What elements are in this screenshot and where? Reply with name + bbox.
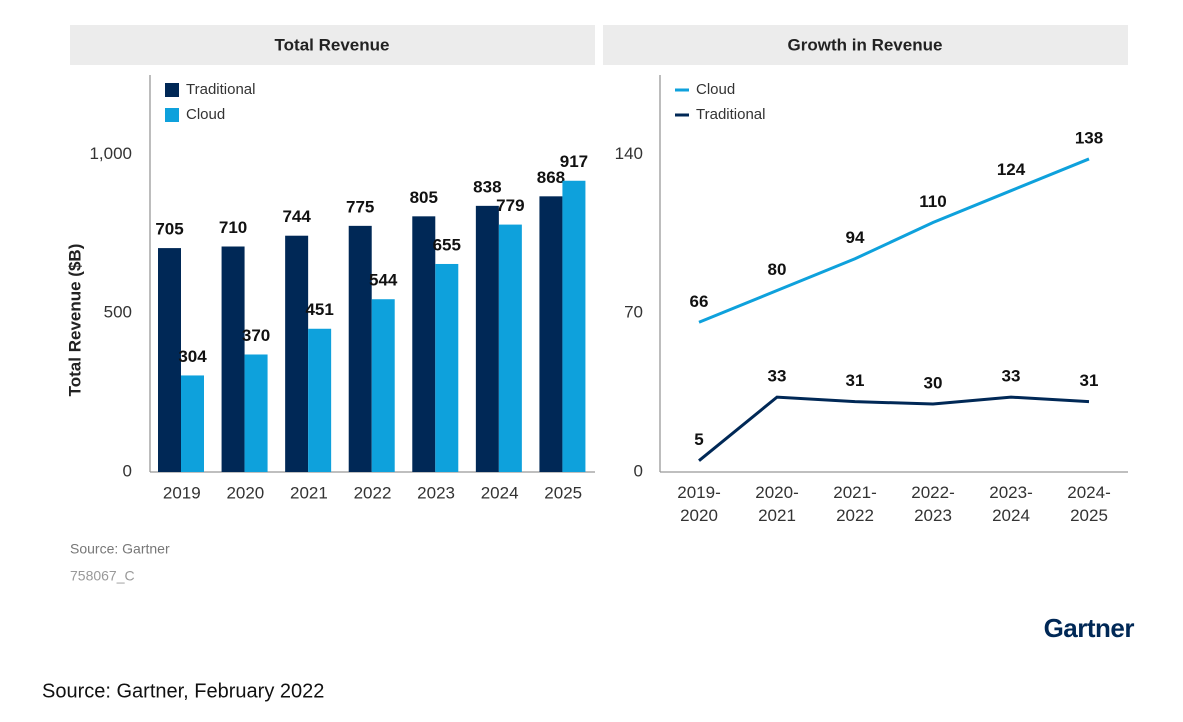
y-tick-label: 500 <box>104 303 132 322</box>
bar <box>348 225 372 472</box>
x-tick-label: 2020-2021 <box>755 483 798 525</box>
bar <box>475 205 499 472</box>
value-label: 775 <box>346 197 374 216</box>
y-axis-label: Total Revenue ($B) <box>65 244 84 397</box>
bar <box>308 328 332 472</box>
y-tick-label: 70 <box>624 303 643 322</box>
value-label: 124 <box>997 160 1026 179</box>
line <box>698 157 1090 324</box>
x-tick-label: 2020 <box>226 483 264 502</box>
value-label: 33 <box>768 367 787 386</box>
value-label: 710 <box>219 218 247 237</box>
value-label: 304 <box>178 347 207 366</box>
header-bar <box>603 25 1128 65</box>
bar <box>244 354 268 472</box>
value-label: 544 <box>369 271 398 290</box>
value-label: 370 <box>242 326 270 345</box>
chart-title: Growth in Revenue <box>788 35 943 54</box>
bar <box>221 246 245 472</box>
value-label: 31 <box>1080 371 1099 390</box>
x-tick-label: 2019-2020 <box>677 483 720 525</box>
y-tick-label: 1,000 <box>89 144 132 163</box>
chart-title: Total Revenue <box>275 35 390 54</box>
value-label: 80 <box>768 260 787 279</box>
value-label: 451 <box>305 300 333 319</box>
x-tick-label: 2021 <box>290 483 328 502</box>
bar <box>158 248 181 472</box>
bar <box>562 180 586 472</box>
x-tick-label: 2023-2024 <box>989 483 1032 525</box>
value-label: 917 <box>560 152 588 171</box>
value-label: 744 <box>282 207 311 226</box>
value-label: 66 <box>690 292 709 311</box>
value-label: 138 <box>1075 128 1103 147</box>
value-label: 30 <box>924 373 943 392</box>
bar <box>285 235 309 472</box>
value-label: 110 <box>919 192 946 211</box>
x-tick-label: 2025 <box>544 483 582 502</box>
bar <box>412 216 436 472</box>
legend-label: Cloud <box>696 81 735 98</box>
x-tick-label: 2019 <box>163 483 201 502</box>
value-label: 5 <box>694 430 703 449</box>
bar <box>539 196 563 473</box>
value-label: 838 <box>473 177 501 196</box>
caption: Source: Gartner, February 2022 <box>42 680 324 702</box>
legend-swatch <box>165 108 179 122</box>
source: Source: Gartner <box>70 541 170 557</box>
x-tick-label: 2022-2023 <box>911 483 954 525</box>
value-label: 94 <box>846 228 865 247</box>
code: 758067_C <box>70 568 135 584</box>
bar <box>435 263 459 472</box>
x-tick-label: 2024 <box>481 483 519 502</box>
value-label: 33 <box>1002 367 1021 386</box>
y-tick-label: 140 <box>615 144 643 163</box>
y-tick-label: 0 <box>634 461 643 480</box>
value-label: 779 <box>496 196 524 215</box>
x-tick-label: 2021-2022 <box>833 483 876 525</box>
legend-swatch <box>165 83 179 97</box>
value-label: 655 <box>433 235 461 254</box>
legend-label: Traditional <box>696 106 765 123</box>
value-label: 31 <box>846 371 865 390</box>
y-tick-label: 0 <box>123 461 132 480</box>
bar <box>371 299 395 472</box>
value-label: 805 <box>410 188 438 207</box>
logo: Gartner <box>1044 613 1135 643</box>
x-tick-label: 2023 <box>417 483 455 502</box>
line <box>698 395 1090 462</box>
value-label: 868 <box>537 168 565 187</box>
bar <box>498 224 522 472</box>
value-label: 705 <box>155 220 183 239</box>
x-tick-label: 2024-2025 <box>1067 483 1110 525</box>
bar <box>181 375 204 472</box>
header-bar <box>70 25 595 65</box>
x-tick-label: 2022 <box>354 483 392 502</box>
legend-label: Cloud <box>186 106 225 123</box>
legend-label: Traditional <box>186 81 255 98</box>
